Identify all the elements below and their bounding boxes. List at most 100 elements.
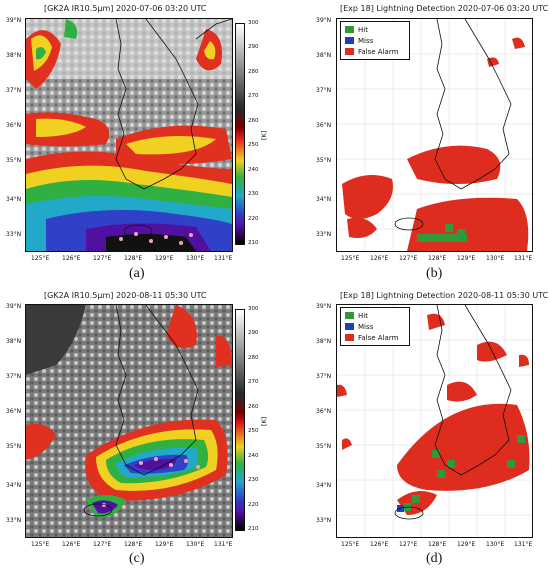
lat-label: 39°N bbox=[316, 303, 332, 310]
detection-overlay-b bbox=[337, 19, 532, 251]
lon-label: 129°E bbox=[155, 255, 174, 262]
legend-item-false-alarm: False Alarm bbox=[345, 332, 405, 343]
colorbar-a bbox=[235, 23, 245, 245]
lat-label: 39°N bbox=[316, 17, 332, 24]
lon-label: 126°E bbox=[62, 541, 81, 548]
lon-label: 128°E bbox=[124, 541, 143, 548]
lat-label: 34°N bbox=[316, 482, 332, 489]
legend-b: Hit Miss False Alarm bbox=[340, 21, 410, 60]
legend-label: False Alarm bbox=[358, 47, 399, 56]
miss-swatch-icon bbox=[345, 323, 354, 330]
colorbar-tick: 230 bbox=[248, 191, 259, 197]
colorbar-tick: 250 bbox=[248, 428, 259, 434]
colorbar-tick: 240 bbox=[248, 167, 259, 173]
legend-label: Hit bbox=[358, 25, 368, 34]
lat-label: 35°N bbox=[6, 157, 22, 164]
legend-item-false-alarm: False Alarm bbox=[345, 46, 405, 57]
lon-label: 127°E bbox=[399, 541, 418, 548]
colorbar-tick: 290 bbox=[248, 330, 259, 336]
lat-label: 37°N bbox=[316, 87, 332, 94]
lon-label: 130°E bbox=[186, 255, 205, 262]
colorbar-tick: 270 bbox=[248, 93, 259, 99]
lon-label: 127°E bbox=[93, 255, 112, 262]
colorbar-tick: 270 bbox=[248, 379, 259, 385]
lat-label: 39°N bbox=[6, 303, 22, 310]
legend-d: Hit Miss False Alarm bbox=[340, 307, 410, 346]
legend-label: Miss bbox=[358, 36, 374, 45]
lat-label: 36°N bbox=[6, 122, 22, 129]
panel-c-title: [GK2A IR10.5μm] 2020-08-11 05:30 UTC bbox=[44, 291, 207, 300]
caption-c: (c) bbox=[129, 551, 145, 566]
lon-label: 127°E bbox=[93, 541, 112, 548]
lon-label: 127°E bbox=[399, 255, 418, 262]
ir-imagery-c bbox=[26, 305, 232, 537]
colorbar-tick: 220 bbox=[248, 216, 259, 222]
panel-a-title: [GK2A IR10.5μm] 2020-07-06 03:20 UTC bbox=[44, 4, 207, 13]
false-alarm-swatch-icon bbox=[345, 334, 354, 341]
caption-d: (d) bbox=[426, 551, 443, 566]
legend-item-miss: Miss bbox=[345, 321, 405, 332]
colorbar-tick: 230 bbox=[248, 477, 259, 483]
lat-label: 37°N bbox=[316, 373, 332, 380]
legend-label: False Alarm bbox=[358, 333, 399, 342]
panel-d-title: [Exp 18] Lightning Detection 2020-08-11 … bbox=[340, 291, 549, 300]
miss-swatch-icon bbox=[345, 37, 354, 44]
lat-label: 36°N bbox=[6, 408, 22, 415]
colorbar-tick: 280 bbox=[248, 69, 259, 75]
colorbar-c bbox=[235, 309, 245, 531]
panel-b-title: [Exp 18] Lightning Detection 2020-07-06 … bbox=[340, 4, 549, 13]
colorbar-tick: 220 bbox=[248, 502, 259, 508]
lat-label: 36°N bbox=[316, 122, 332, 129]
lon-label: 130°E bbox=[486, 255, 505, 262]
lat-label: 38°N bbox=[316, 52, 332, 59]
lat-label: 35°N bbox=[6, 443, 22, 450]
lat-label: 35°N bbox=[316, 157, 332, 164]
ir-satellite-map-a bbox=[25, 18, 233, 252]
ir-satellite-map-c bbox=[25, 304, 233, 538]
colorbar-tick: 300 bbox=[248, 20, 259, 26]
caption-a: (a) bbox=[129, 266, 145, 281]
lat-label: 38°N bbox=[316, 338, 332, 345]
lat-label: 38°N bbox=[6, 52, 22, 59]
colorbar-tick: 210 bbox=[248, 240, 259, 246]
legend-item-hit: Hit bbox=[345, 24, 405, 35]
detection-overlay-d bbox=[337, 305, 532, 537]
colorbar-tick: 300 bbox=[248, 306, 259, 312]
colorbar-unit: [K] bbox=[260, 416, 268, 426]
false-alarm-swatch-icon bbox=[345, 48, 354, 55]
lat-label: 34°N bbox=[6, 482, 22, 489]
colorbar-tick: 280 bbox=[248, 355, 259, 361]
legend-item-hit: Hit bbox=[345, 310, 405, 321]
lon-label: 125°E bbox=[31, 541, 50, 548]
lat-label: 39°N bbox=[6, 17, 22, 24]
colorbar-tick: 290 bbox=[248, 44, 259, 50]
colorbar-tick: 250 bbox=[248, 142, 259, 148]
colorbar-tick: 260 bbox=[248, 404, 259, 410]
lat-label: 36°N bbox=[316, 408, 332, 415]
lon-label: 129°E bbox=[457, 541, 476, 548]
lon-label: 125°E bbox=[341, 255, 360, 262]
caption-b: (b) bbox=[426, 266, 443, 281]
lat-label: 38°N bbox=[6, 338, 22, 345]
lon-label: 131°E bbox=[514, 255, 533, 262]
lon-label: 126°E bbox=[370, 255, 389, 262]
hit-swatch-icon bbox=[345, 312, 354, 319]
lon-label: 130°E bbox=[486, 541, 505, 548]
lat-label: 37°N bbox=[6, 373, 22, 380]
lat-label: 33°N bbox=[316, 517, 332, 524]
lon-label: 129°E bbox=[457, 255, 476, 262]
colorbar-tick: 210 bbox=[248, 526, 259, 532]
lat-label: 37°N bbox=[6, 87, 22, 94]
legend-label: Hit bbox=[358, 311, 368, 320]
lon-label: 128°E bbox=[124, 255, 143, 262]
lon-label: 128°E bbox=[428, 541, 447, 548]
lat-label: 34°N bbox=[316, 196, 332, 203]
ir-imagery-a bbox=[26, 19, 232, 251]
colorbar-tick: 260 bbox=[248, 118, 259, 124]
lon-label: 130°E bbox=[186, 541, 205, 548]
lon-label: 131°E bbox=[514, 541, 533, 548]
lon-label: 128°E bbox=[428, 255, 447, 262]
lon-label: 125°E bbox=[31, 255, 50, 262]
lon-label: 126°E bbox=[62, 255, 81, 262]
lon-label: 125°E bbox=[341, 541, 360, 548]
